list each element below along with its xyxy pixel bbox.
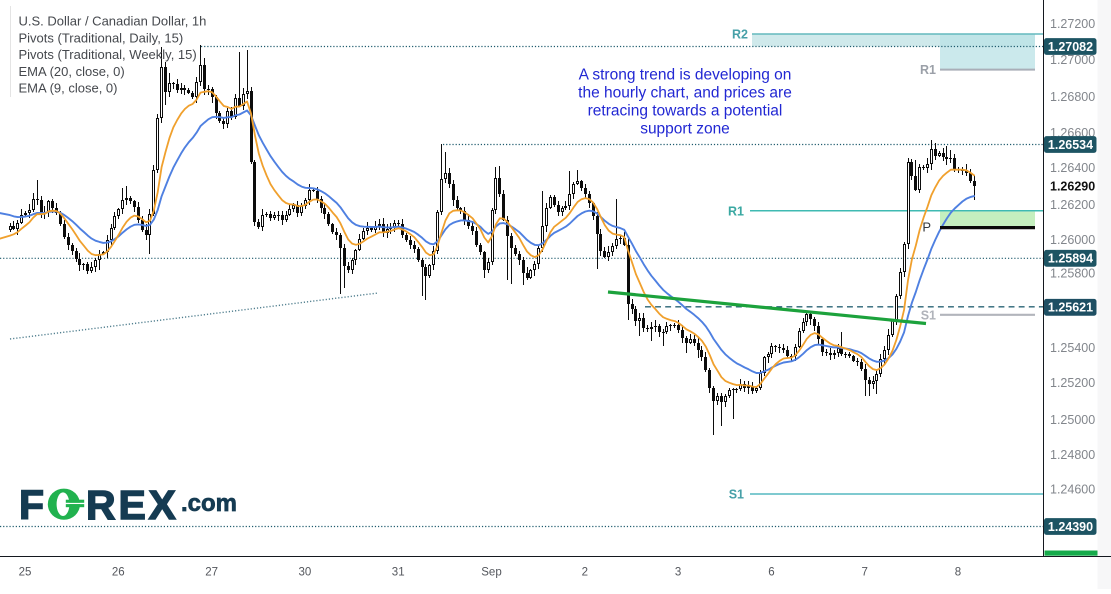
svg-text:1.26200: 1.26200 — [1050, 198, 1095, 212]
svg-text:1.25400: 1.25400 — [1050, 341, 1095, 355]
svg-text:1.25000: 1.25000 — [1050, 413, 1095, 427]
svg-text:the hourly chart, and prices a: the hourly chart, and prices are — [578, 85, 792, 102]
svg-text:R: R — [86, 482, 116, 528]
svg-text:EMA (20, close, 0): EMA (20, close, 0) — [19, 64, 125, 79]
svg-text:1.25894: 1.25894 — [1048, 252, 1093, 266]
svg-text:30: 30 — [299, 567, 312, 579]
svg-text:7: 7 — [861, 567, 867, 579]
svg-text:Pivots (Traditional, Daily, 15: Pivots (Traditional, Daily, 15) — [19, 30, 184, 45]
svg-text:F: F — [19, 482, 44, 528]
svg-text:1.26400: 1.26400 — [1050, 161, 1095, 175]
svg-text:E: E — [119, 482, 146, 528]
svg-text:1.26534: 1.26534 — [1048, 138, 1093, 152]
svg-text:R1: R1 — [920, 63, 936, 77]
svg-text:1.25200: 1.25200 — [1050, 376, 1095, 390]
svg-text:1.24800: 1.24800 — [1050, 448, 1095, 462]
svg-text:support zone: support zone — [640, 121, 730, 138]
svg-text:1.24390: 1.24390 — [1048, 520, 1093, 534]
svg-text:25: 25 — [19, 567, 32, 579]
svg-text:R2: R2 — [732, 28, 748, 42]
svg-text:26: 26 — [112, 567, 125, 579]
svg-text:1.27082: 1.27082 — [1048, 40, 1093, 54]
svg-text:1.26000: 1.26000 — [1050, 233, 1095, 247]
svg-text:2: 2 — [582, 567, 588, 579]
svg-text:R1: R1 — [728, 204, 744, 218]
svg-text:U.S. Dollar / Canadian Dollar,: U.S. Dollar / Canadian Dollar, 1h — [19, 14, 207, 29]
svg-text:.com: .com — [181, 490, 237, 517]
svg-text:1.26290: 1.26290 — [1050, 179, 1095, 193]
svg-text:1.27200: 1.27200 — [1050, 17, 1095, 31]
svg-text:Sep: Sep — [481, 567, 501, 579]
svg-text:8: 8 — [955, 567, 961, 579]
svg-text:6: 6 — [768, 567, 774, 579]
svg-text:A strong trend is developing o: A strong trend is developing on — [579, 67, 792, 84]
svg-text:1.27000: 1.27000 — [1050, 53, 1095, 67]
svg-text:1.25621: 1.25621 — [1048, 301, 1093, 315]
svg-text:retracing towards a potential: retracing towards a potential — [588, 103, 783, 120]
svg-text:31: 31 — [392, 567, 405, 579]
svg-text:EMA (9, close, 0): EMA (9, close, 0) — [19, 81, 118, 96]
svg-text:1.24600: 1.24600 — [1050, 482, 1095, 496]
svg-text:1.25800: 1.25800 — [1050, 266, 1095, 280]
svg-text:1.26800: 1.26800 — [1050, 90, 1095, 104]
svg-text:S1: S1 — [729, 488, 744, 502]
svg-text:27: 27 — [205, 567, 218, 579]
svg-text:P: P — [922, 219, 931, 234]
svg-text:S1: S1 — [921, 308, 936, 322]
svg-text:3: 3 — [675, 567, 681, 579]
svg-text:Pivots (Traditional, Weekly, 1: Pivots (Traditional, Weekly, 15) — [19, 47, 197, 62]
svg-text:X: X — [149, 482, 176, 528]
